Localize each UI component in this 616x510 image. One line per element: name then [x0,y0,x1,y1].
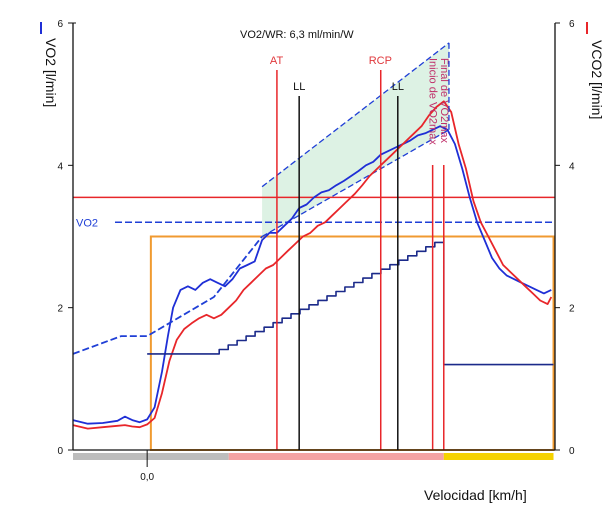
right-tick-label: 6 [569,19,575,30]
right-axis-title: VCO2 [l/min] [589,40,605,119]
phase-rest [73,453,229,460]
x-tick-label: 0,0 [140,472,154,483]
band-upper-line [261,42,450,188]
series-vo2 [72,125,552,425]
phase-exercise [228,453,444,460]
left-axis-title: VO2 [l/min] [43,38,59,107]
right-tick-label: 2 [569,304,575,315]
reference-label: VO2 [76,217,98,229]
left-tick-label: 4 [57,161,63,172]
left-tick-label: 0 [57,446,63,457]
series-lines [72,100,554,430]
left-tick-label: 6 [57,19,63,30]
chart-title: VO2/WR: 6,3 ml/min/W [240,29,354,41]
x-ticks: 0,0 [140,450,155,483]
marker-label-5: Final de VO2max [438,58,450,143]
phase-recovery [443,453,554,460]
vo2-predicted-band [262,42,449,237]
left-tick-label: 2 [57,304,63,315]
marker-label-1: LL [293,81,305,93]
marker-label-0: AT [270,55,284,67]
orange-reference-rect [149,235,555,451]
marker-label-2: RCP [369,55,392,67]
left-ticks: 0 2 4 6 [57,19,73,457]
x-axis-title: Velocidad [km/h] [424,487,527,503]
vertical-markers: AT LL RCP LL Inicio de VO2max Final de VO2max [270,55,450,450]
phase-bar [73,453,554,460]
right-tick-label: 4 [569,161,575,172]
series-vo2-predicted [72,235,263,355]
marker-label-3: LL [392,81,404,93]
series-work-rate [147,237,554,366]
right-tick-label: 0 [569,446,575,457]
marker-label-4: Inicio de VO2max [427,58,439,145]
right-ticks: 0 2 4 6 [555,19,575,457]
